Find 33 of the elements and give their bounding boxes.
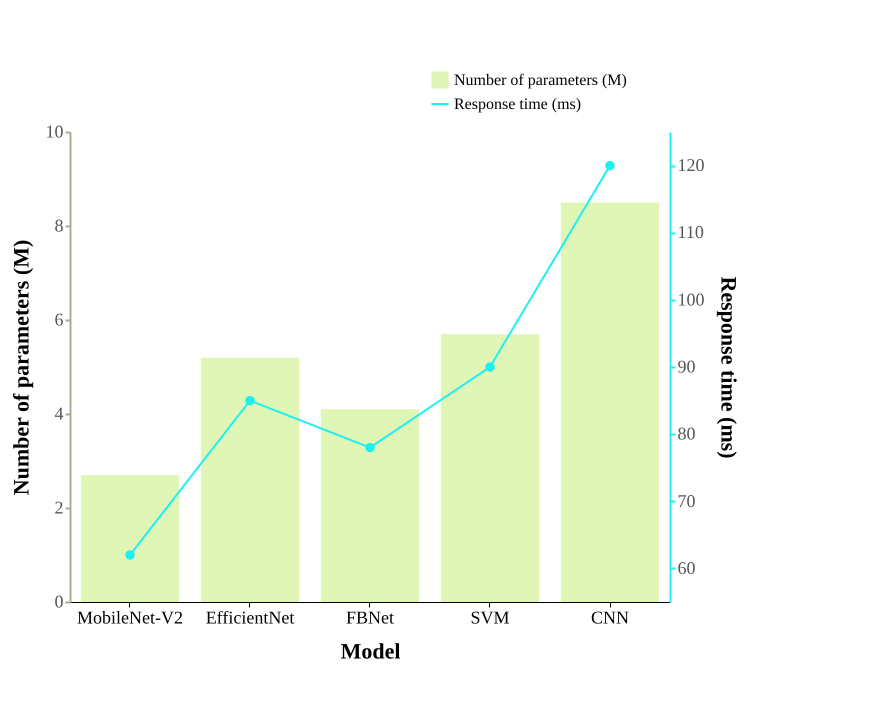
x-tick-label: MobileNet-V2 — [77, 608, 183, 628]
y-tick-label: 4 — [54, 404, 64, 424]
y2-tick-label: 120 — [678, 155, 704, 176]
y2-tick-label: 90 — [678, 356, 696, 376]
point — [365, 442, 375, 452]
y-tick-label: 2 — [54, 498, 64, 518]
legend-label: Response time (ms) — [454, 96, 582, 113]
y-tick-label: 10 — [46, 122, 64, 142]
y2-tick-label: 60 — [678, 558, 696, 578]
y2-tick-label: 110 — [678, 222, 704, 242]
bar — [320, 409, 420, 602]
legend-label: Number of parameters (M) — [454, 72, 627, 89]
x-tick-label: SVM — [470, 608, 510, 628]
point — [125, 550, 135, 560]
bar — [200, 358, 300, 602]
y-axis-title: Number of parameters (M) — [8, 240, 34, 496]
y2-tick-label: 70 — [678, 490, 696, 511]
bar — [560, 202, 660, 602]
x-tick-label: CNN — [590, 608, 630, 628]
x-tick-label: EfficientNet — [206, 608, 294, 628]
point — [245, 396, 255, 406]
point — [605, 160, 615, 170]
y2-axis-title: Response time (ms) — [716, 276, 742, 459]
x-axis-title: Model — [340, 638, 400, 664]
y-tick-label: 0 — [54, 592, 64, 612]
bar — [440, 334, 540, 602]
x-tick-label: FBNet — [346, 608, 394, 628]
y-tick-label: 8 — [54, 216, 64, 236]
bar — [80, 475, 180, 602]
y2-tick-label: 80 — [678, 424, 696, 444]
point — [485, 362, 495, 372]
y-tick-label: 6 — [54, 310, 64, 330]
y2-tick-label: 100 — [678, 289, 704, 310]
